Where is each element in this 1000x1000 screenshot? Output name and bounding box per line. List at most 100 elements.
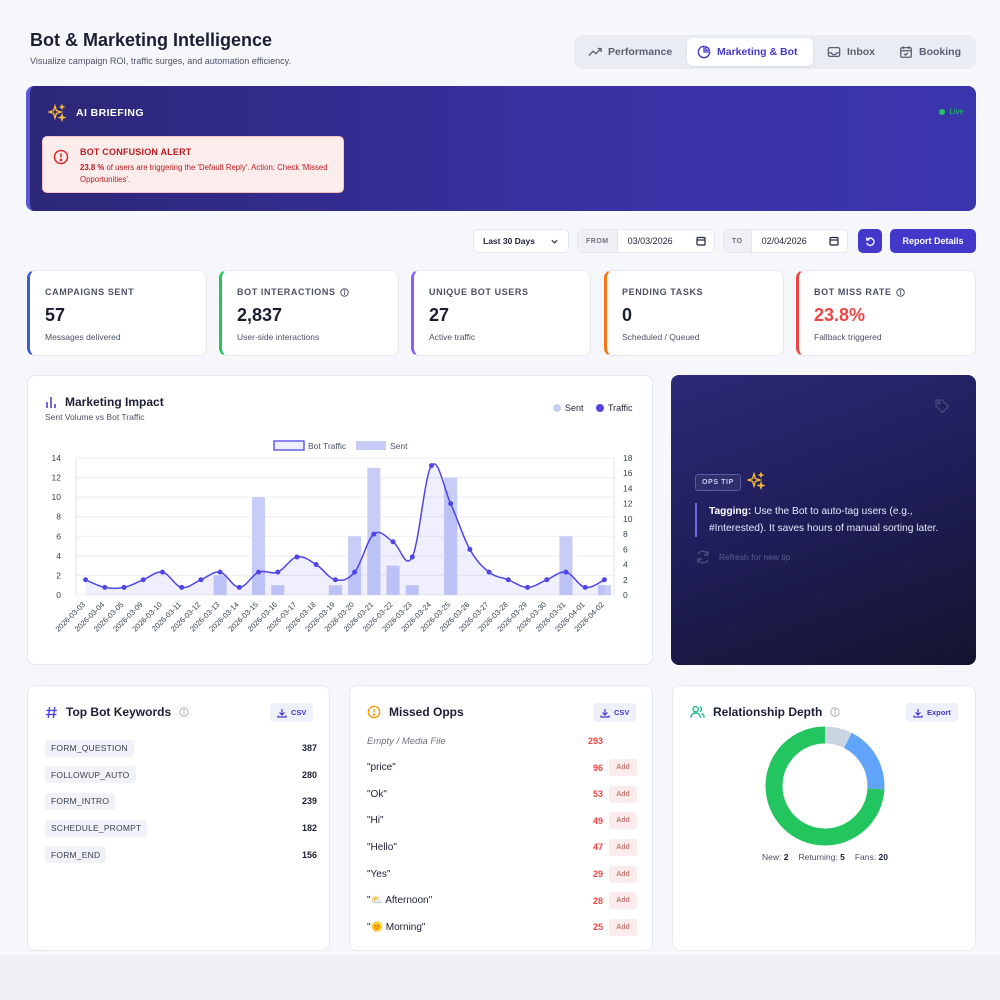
traffic-point — [352, 569, 358, 575]
kpi-subtext: Messages delivered — [45, 332, 121, 342]
kpi-label: UNIQUE BOT USERS — [429, 287, 529, 297]
traffic-point — [525, 584, 531, 590]
refresh-tip-button[interactable]: Refresh for new tip — [695, 549, 790, 565]
from-date-field[interactable]: FROM 03/03/2026 — [577, 229, 715, 253]
kpi-label: CAMPAIGNS SENT — [45, 287, 134, 297]
keyword-row[interactable]: SCHEDULE_PROMPT 182 — [45, 819, 317, 837]
donut-legend-label: New: — [762, 852, 782, 862]
inbox-icon — [827, 46, 841, 58]
legend-traffic: Traffic — [596, 403, 633, 413]
calendar-icon[interactable] — [829, 236, 839, 246]
date-range-select[interactable]: Last 30 Days — [473, 229, 569, 253]
kpi-subtext: Active traffic — [429, 332, 476, 342]
y-right-tick: 10 — [623, 514, 633, 524]
calendar-icon[interactable] — [696, 236, 706, 246]
relationship-title: Relationship Depth — [713, 705, 823, 719]
keyword-label: SCHEDULE_PROMPT — [45, 819, 148, 837]
add-keyword-button[interactable]: Add — [609, 865, 637, 883]
info-icon — [895, 287, 905, 297]
kpi-card: UNIQUE BOT USERS 27 Active traffic — [411, 270, 591, 356]
tab-label: Marketing & Bot — [717, 46, 798, 58]
missed-opp-row: "Ok" 53 Add — [367, 785, 637, 803]
kpi-label: PENDING TASKS — [622, 287, 703, 297]
legend-label: Traffic — [608, 403, 633, 413]
export-button[interactable]: Export — [906, 703, 958, 722]
traffic-point — [179, 584, 185, 590]
keyword-row[interactable]: FORM_END 156 — [45, 846, 317, 864]
kpi-label-text: BOT MISS RATE — [814, 287, 892, 297]
traffic-point — [313, 562, 319, 568]
add-keyword-button[interactable]: Add — [609, 812, 637, 830]
missed-opp-count: 96 — [592, 762, 603, 773]
ai-briefing-panel: AI BRIEFING Live BOT CONFUSION ALERT 23.… — [26, 86, 976, 211]
traffic-point — [544, 577, 550, 583]
reset-button[interactable] — [858, 229, 882, 253]
missed-opp-row: "⛅ Afternoon" 28 Add — [367, 892, 637, 910]
tab-marketing-bot[interactable]: Marketing & Bot — [687, 38, 813, 66]
traffic-point — [159, 569, 165, 575]
traffic-point — [409, 554, 415, 560]
alert-percentage: 23.8 % — [80, 163, 105, 172]
traffic-point — [601, 577, 607, 583]
traffic-point — [486, 569, 492, 575]
donut-legend-item: Fans: 20 — [855, 852, 888, 862]
missed-opp-phrase: "Hello" — [367, 841, 397, 853]
y-left-tick: 12 — [52, 473, 62, 483]
missed-opps-header: Missed Opps — [367, 705, 464, 719]
tab-booking[interactable]: Booking — [889, 38, 973, 66]
keyword-row[interactable]: FORM_QUESTION 387 — [45, 739, 317, 757]
tab-performance[interactable]: Performance — [578, 38, 686, 66]
report-details-button[interactable]: Report Details — [890, 229, 976, 253]
kpi-card: PENDING TASKS 0 Scheduled / Queued — [604, 270, 784, 356]
traffic-point — [505, 577, 511, 583]
tag-icon — [935, 399, 950, 414]
y-right-tick: 2 — [623, 575, 628, 585]
csv-label: CSV — [614, 708, 630, 717]
sent-bar — [328, 585, 342, 595]
keyword-label: FORM_INTRO — [45, 792, 116, 810]
add-keyword-button[interactable]: Add — [609, 759, 637, 777]
add-keyword-button[interactable]: Add — [609, 918, 637, 936]
missed-csv-button[interactable]: CSV — [593, 703, 637, 722]
export-label: Export — [927, 708, 951, 717]
y-right-tick: 18 — [623, 453, 633, 463]
kpi-label-text: BOT INTERACTIONS — [237, 287, 336, 297]
kpi-label: BOT MISS RATE — [814, 287, 905, 297]
y-right-tick: 4 — [623, 560, 628, 570]
tab-inbox[interactable]: Inbox — [817, 38, 887, 66]
missed-opp-count: 49 — [592, 815, 603, 826]
traffic-point — [83, 577, 89, 583]
add-keyword-button[interactable]: Add — [609, 892, 637, 910]
traffic-point — [140, 577, 146, 583]
pie-icon — [697, 45, 711, 59]
traffic-point — [582, 584, 588, 590]
donut-legend-value: 5 — [840, 852, 845, 862]
keywords-csv-button[interactable]: CSV — [270, 703, 314, 722]
donut-legend-value: 20 — [878, 852, 888, 862]
refresh-tip-label: Refresh for new tip — [719, 552, 791, 562]
traffic-point — [563, 569, 569, 575]
keyword-row[interactable]: FORM_INTRO 239 — [45, 792, 317, 810]
keyword-count: 387 — [301, 743, 317, 753]
add-keyword-button[interactable]: Add — [609, 838, 637, 856]
live-dot — [939, 108, 946, 115]
kpi-subtext: Scheduled / Queued — [622, 332, 700, 342]
keyword-row[interactable]: FOLLOWUP_AUTO 280 — [45, 766, 317, 784]
missed-opp-row: "Hi" 49 Add — [367, 812, 637, 830]
traffic-point — [332, 577, 338, 583]
to-date-field[interactable]: TO 02/04/2026 — [723, 229, 848, 253]
sent-bar — [559, 536, 573, 595]
info-icon — [179, 707, 189, 717]
traffic-point — [198, 577, 204, 583]
missed-opp-row: "Hello" 47 Add — [367, 838, 637, 856]
keyword-count: 156 — [301, 849, 317, 860]
missed-opp-phrase: Empty / Media File — [367, 735, 446, 747]
traffic-point — [236, 584, 242, 590]
sparkles-icon — [747, 472, 765, 490]
add-keyword-button[interactable]: Add — [609, 785, 637, 803]
missed-opp-row: Empty / Media File 293 — [367, 732, 637, 750]
y-right-tick: 0 — [623, 590, 628, 600]
missed-opp-phrase: "Ok" — [367, 788, 387, 800]
traffic-point — [217, 569, 223, 575]
y-right-tick: 8 — [623, 529, 628, 539]
